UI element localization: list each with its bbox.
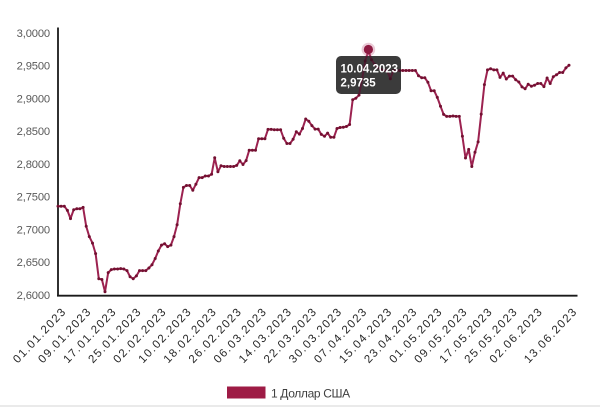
svg-text:2,8500: 2,8500 (17, 126, 50, 138)
svg-text:2,6000: 2,6000 (17, 290, 50, 302)
svg-text:2,6500: 2,6500 (17, 257, 50, 269)
svg-text:2,9000: 2,9000 (17, 93, 50, 105)
svg-text:2,7000: 2,7000 (17, 224, 50, 236)
svg-text:2,8000: 2,8000 (17, 159, 50, 171)
svg-text:3,0000: 3,0000 (17, 28, 50, 40)
svg-text:2,9735: 2,9735 (341, 78, 377, 90)
svg-text:2,7500: 2,7500 (17, 192, 50, 204)
svg-text:1 Доллар США: 1 Доллар США (271, 387, 350, 401)
svg-text:10.04.2023: 10.04.2023 (341, 63, 399, 75)
svg-text:2,9500: 2,9500 (17, 61, 50, 73)
